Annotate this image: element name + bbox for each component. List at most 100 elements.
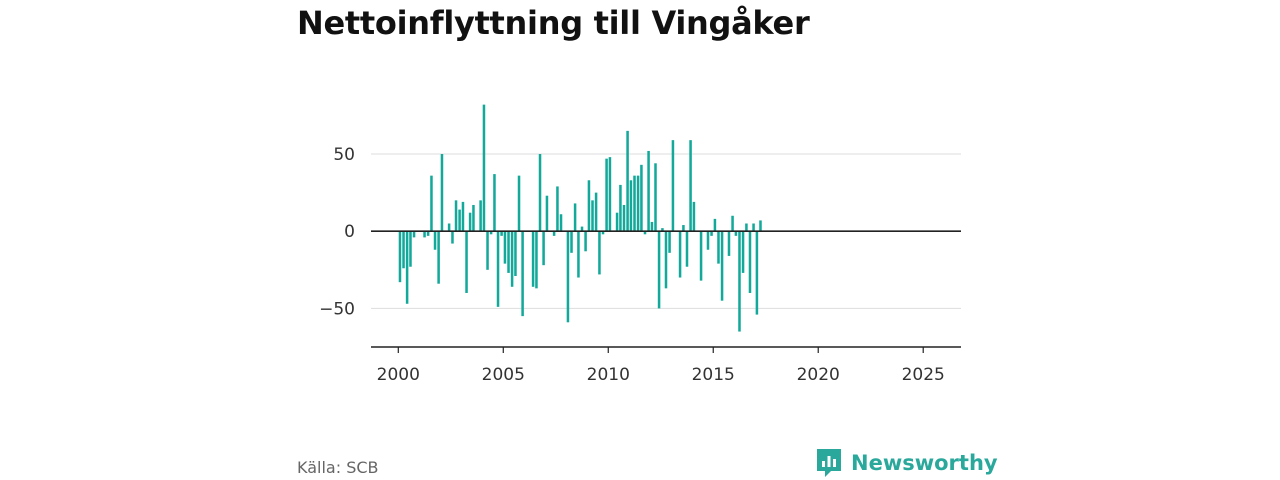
bars-group xyxy=(398,104,762,332)
bar xyxy=(447,223,451,232)
bar xyxy=(727,231,731,256)
bar xyxy=(755,231,759,315)
bar xyxy=(430,175,433,232)
bar xyxy=(647,150,650,232)
bar xyxy=(671,140,675,232)
grid-lines xyxy=(371,153,961,309)
bar xyxy=(573,203,577,232)
bar xyxy=(454,200,458,232)
bar xyxy=(682,225,685,232)
bar xyxy=(601,231,605,235)
bar xyxy=(720,231,724,301)
bar xyxy=(486,231,489,270)
brand-name: Newsworthy xyxy=(851,451,998,475)
y-tick-label: 0 xyxy=(344,222,355,242)
bar xyxy=(741,231,745,273)
bar xyxy=(622,204,626,232)
bar xyxy=(503,231,507,264)
bar xyxy=(668,231,671,253)
bar xyxy=(738,231,741,332)
bar xyxy=(514,231,517,276)
bar xyxy=(584,231,587,252)
x-tick-label: 2000 xyxy=(377,365,420,385)
bar xyxy=(650,221,654,232)
bar xyxy=(745,223,748,232)
bar xyxy=(692,201,696,232)
bar xyxy=(717,231,720,264)
bar xyxy=(461,201,465,232)
x-tick-label: 2015 xyxy=(692,365,735,385)
bar xyxy=(608,157,612,232)
bar xyxy=(545,195,549,232)
bar xyxy=(510,231,514,287)
bar xyxy=(713,218,717,232)
bar xyxy=(507,231,510,273)
bar xyxy=(633,175,636,232)
bar xyxy=(566,231,570,323)
bar xyxy=(521,231,524,317)
y-tick-label: −50 xyxy=(319,299,355,319)
bar xyxy=(426,231,430,236)
source-note: Källa: SCB xyxy=(297,458,379,477)
bar xyxy=(405,231,409,304)
bar xyxy=(465,231,468,293)
bar xyxy=(482,104,486,232)
bar xyxy=(664,231,668,289)
bar xyxy=(496,231,500,307)
bar xyxy=(552,231,556,236)
axes-group: −50 0 50 2000 2005 2010 2015 2020 2025 xyxy=(319,145,961,385)
bar xyxy=(619,184,622,232)
bar xyxy=(598,231,601,275)
bar xyxy=(468,212,472,232)
bar xyxy=(556,186,559,232)
bar xyxy=(731,215,734,232)
bar xyxy=(437,231,440,284)
bar xyxy=(451,231,454,244)
bar xyxy=(423,231,426,238)
bar xyxy=(657,231,661,309)
x-tick-label: 2010 xyxy=(587,365,630,385)
bar xyxy=(580,226,584,232)
bar xyxy=(402,231,405,269)
bar xyxy=(689,140,692,232)
bar xyxy=(752,223,755,232)
bar xyxy=(594,192,598,232)
brand-logo[interactable]: Newsworthy xyxy=(815,447,998,479)
bar xyxy=(710,231,713,236)
chart-title: Nettoinflyttning till Vingåker xyxy=(297,4,810,42)
bar xyxy=(636,175,640,232)
y-tick-label: 50 xyxy=(333,145,355,165)
bar xyxy=(615,212,619,232)
bar xyxy=(412,231,416,238)
bar xyxy=(559,214,563,232)
bar xyxy=(643,231,647,235)
bar xyxy=(577,231,580,278)
bar xyxy=(398,231,402,283)
bar xyxy=(661,228,664,232)
newsworthy-logo-icon xyxy=(817,449,841,477)
bar xyxy=(517,175,521,232)
bar xyxy=(678,231,682,278)
bar xyxy=(629,180,633,232)
bar xyxy=(587,180,591,232)
bar xyxy=(535,231,538,289)
bar xyxy=(591,200,594,232)
x-tick-label: 2020 xyxy=(797,365,840,385)
bar xyxy=(472,204,475,232)
bar xyxy=(433,231,437,250)
bar xyxy=(538,154,542,232)
bar xyxy=(531,231,535,287)
bar xyxy=(759,220,762,232)
bar xyxy=(748,231,752,293)
bar xyxy=(489,231,493,235)
bar xyxy=(409,231,412,267)
bar xyxy=(706,231,710,250)
bar xyxy=(479,200,482,232)
bar xyxy=(570,231,573,253)
bar xyxy=(640,164,643,232)
bar xyxy=(493,174,496,232)
bar xyxy=(440,154,444,232)
bar xyxy=(699,231,703,281)
bar xyxy=(685,231,689,267)
